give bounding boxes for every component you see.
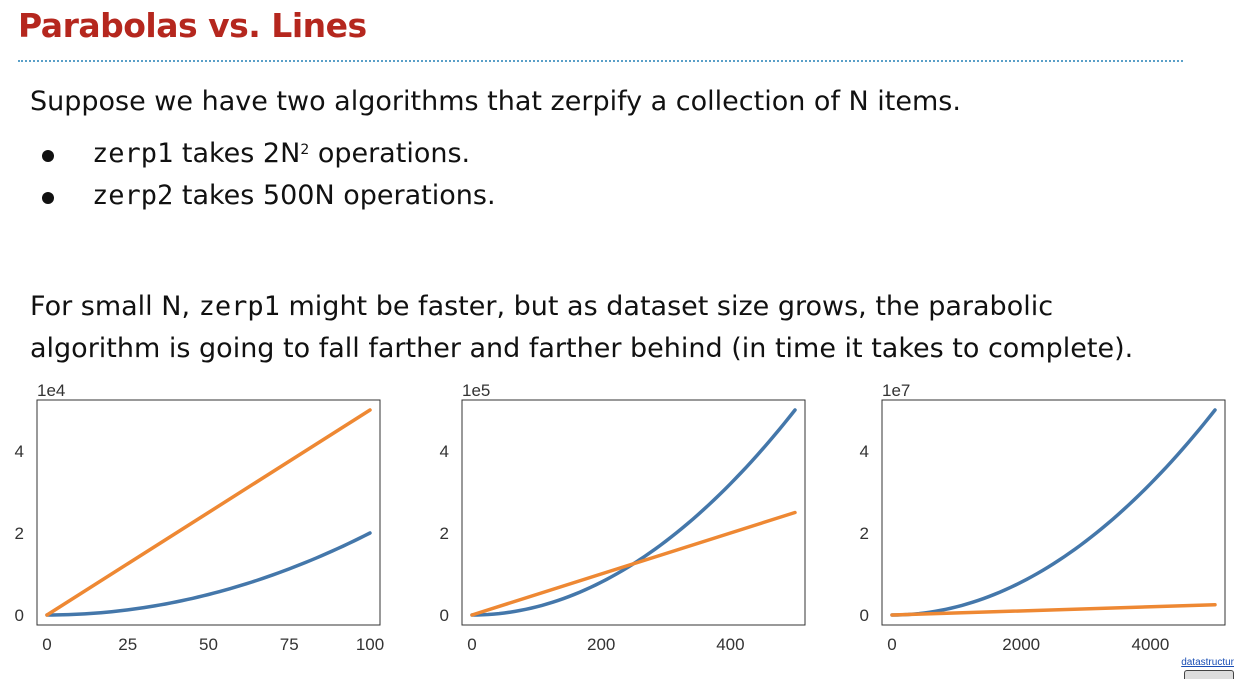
series-line-linear — [470, 510, 797, 617]
x-tick-label: 0 — [887, 635, 896, 654]
explanation-paragraph: For small N, zerp1 might be faster, but … — [30, 286, 1133, 370]
algorithm-cost: takes 2N — [173, 138, 301, 169]
series-line-linear — [890, 603, 1217, 617]
x-tick-label: 200 — [587, 635, 615, 654]
exponent: 2 — [300, 142, 310, 158]
series-line-quadratic — [45, 531, 372, 617]
footer-link[interactable]: datastructur — [1181, 657, 1234, 668]
x-tick-label: 50 — [199, 635, 218, 654]
x-tick-label: 2000 — [1002, 635, 1040, 654]
y-tick-label: 4 — [15, 442, 24, 461]
algorithm-cost-suffix: operations. — [309, 138, 471, 169]
y-tick-label: 2 — [860, 524, 869, 543]
series-line-quadratic — [890, 408, 1217, 617]
y-tick-label: 0 — [860, 606, 869, 625]
axis-multiplier: 1e5 — [462, 381, 490, 400]
plot-frame — [461, 399, 806, 626]
para-line2: algorithm is going to fall farther and f… — [30, 333, 1134, 364]
y-tick-label: 4 — [440, 442, 449, 461]
x-tick-label: 4000 — [1131, 635, 1169, 654]
para-line1-start: For small N, — [30, 291, 199, 322]
y-tick-label: 4 — [860, 442, 869, 461]
bullet-icon — [42, 192, 54, 204]
x-tick-label: 0 — [42, 635, 51, 654]
chart-svg: 1e4 0 2 4 0 25 50 75 100 — [15, 381, 385, 654]
algorithm-name: zerp1 — [92, 138, 174, 169]
y-tick-label: 0 — [440, 606, 449, 625]
y-tick-label: 2 — [15, 524, 24, 543]
license-badge-icon — [1184, 670, 1234, 679]
chart-crossover: 1e5 0 2 4 0 200 400 — [425, 378, 815, 678]
axis-multiplier: 1e7 — [882, 381, 910, 400]
chart-quadratic-dominant: 1e7 0 2 4 0 2000 4000 — [845, 378, 1235, 678]
y-tick-label: 2 — [440, 524, 449, 543]
algorithm-name: zerp2 — [92, 180, 174, 211]
page-title: Parabolas vs. Lines — [18, 6, 367, 45]
series-line-linear — [45, 408, 372, 617]
y-tick-label: 0 — [15, 606, 24, 625]
plot-frame — [881, 399, 1226, 626]
chart-svg: 1e5 0 2 4 0 200 400 — [440, 381, 806, 654]
x-tick-label: 100 — [356, 635, 384, 654]
algorithm-cost: takes 500N operations. — [173, 180, 496, 211]
axis-multiplier: 1e4 — [37, 381, 65, 400]
series-line-quadratic — [470, 408, 797, 617]
plot-frame — [36, 399, 381, 626]
x-tick-label: 0 — [467, 635, 476, 654]
x-tick-label: 75 — [280, 635, 299, 654]
x-tick-label: 400 — [716, 635, 744, 654]
chart-svg: 1e7 0 2 4 0 2000 4000 — [860, 381, 1226, 654]
x-tick-label: 25 — [118, 635, 137, 654]
title-divider — [18, 60, 1183, 62]
para-code: zerp1 — [198, 291, 280, 322]
list-item: zerp2 takes 500N operations. — [30, 180, 496, 222]
bullet-icon — [42, 150, 54, 162]
chart-linear-dominant: 1e4 0 2 4 0 25 50 75 100 — [0, 378, 390, 678]
intro-text: Suppose we have two algorithms that zerp… — [30, 86, 961, 117]
list-item: zerp1 takes 2N2 operations. — [30, 138, 496, 180]
algorithm-list: zerp1 takes 2N2 operations. zerp2 takes … — [30, 138, 496, 222]
para-line1-end: might be faster, but as dataset size gro… — [279, 291, 1054, 322]
